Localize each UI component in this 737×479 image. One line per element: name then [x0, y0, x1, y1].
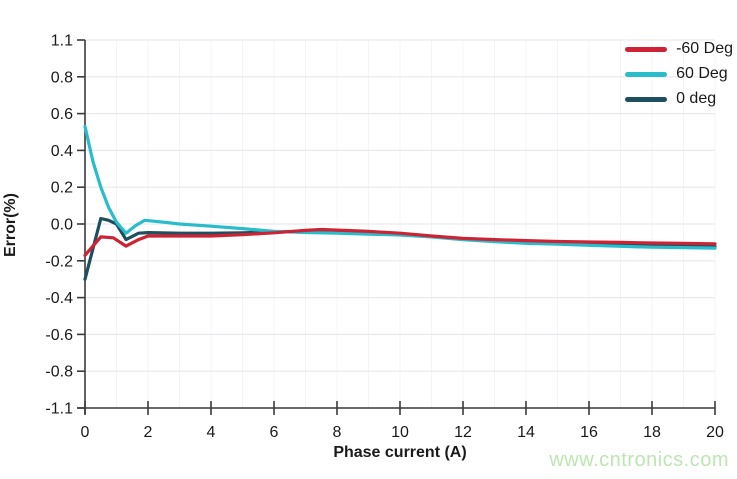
- legend-item-60-deg: 60 Deg: [625, 65, 733, 83]
- legend-label: 0 deg: [676, 90, 717, 107]
- y-tick-label: -0.2: [45, 253, 73, 270]
- legend-swatch-60-deg: [625, 71, 668, 77]
- x-axis-title: Phase current (A): [333, 444, 467, 461]
- y-axis-title: Error(%): [2, 193, 19, 258]
- y-tick-label: 1.1: [51, 33, 73, 50]
- x-tick-label: 6: [270, 424, 279, 441]
- y-tick-label: -0.6: [45, 327, 73, 344]
- legend-swatch-0-deg: [625, 96, 668, 102]
- watermark-text: www.cntronics.com: [549, 449, 729, 471]
- x-tick-label: 16: [580, 424, 598, 441]
- x-tick-label: 12: [454, 424, 472, 441]
- y-tick-label: -0.8: [45, 364, 73, 381]
- y-tick-label: 0.0: [51, 217, 73, 234]
- legend-label: -60 Deg: [676, 40, 733, 57]
- series-line--60-deg: [83, 227, 717, 257]
- y-tick-label: 0.4: [51, 143, 73, 160]
- legend-swatch-minus-60-deg: [625, 46, 668, 52]
- x-tick-label: 8: [333, 424, 342, 441]
- y-tick-label: 0.2: [51, 180, 73, 197]
- y-tick-label: -0.4: [45, 290, 73, 307]
- y-tick-label: 0.8: [51, 69, 73, 86]
- legend-item-minus-60-deg: -60 Deg: [625, 40, 733, 58]
- legend-label: 60 Deg: [676, 65, 728, 82]
- y-tick-label: 0.6: [51, 106, 73, 123]
- x-tick-label: 2: [144, 424, 153, 441]
- series-line-60-deg: [83, 124, 717, 250]
- y-tick-label: -1.1: [45, 401, 73, 418]
- x-tick-label: 18: [643, 424, 661, 441]
- x-tick-label: 10: [391, 424, 409, 441]
- legend-item-0-deg: 0 deg: [625, 90, 733, 108]
- legend: -60 Deg 60 Deg 0 deg: [625, 40, 733, 108]
- x-tick-label: 20: [706, 424, 724, 441]
- x-tick-label: 4: [207, 424, 216, 441]
- x-tick-label: 0: [81, 424, 90, 441]
- x-tick-label: 14: [517, 424, 535, 441]
